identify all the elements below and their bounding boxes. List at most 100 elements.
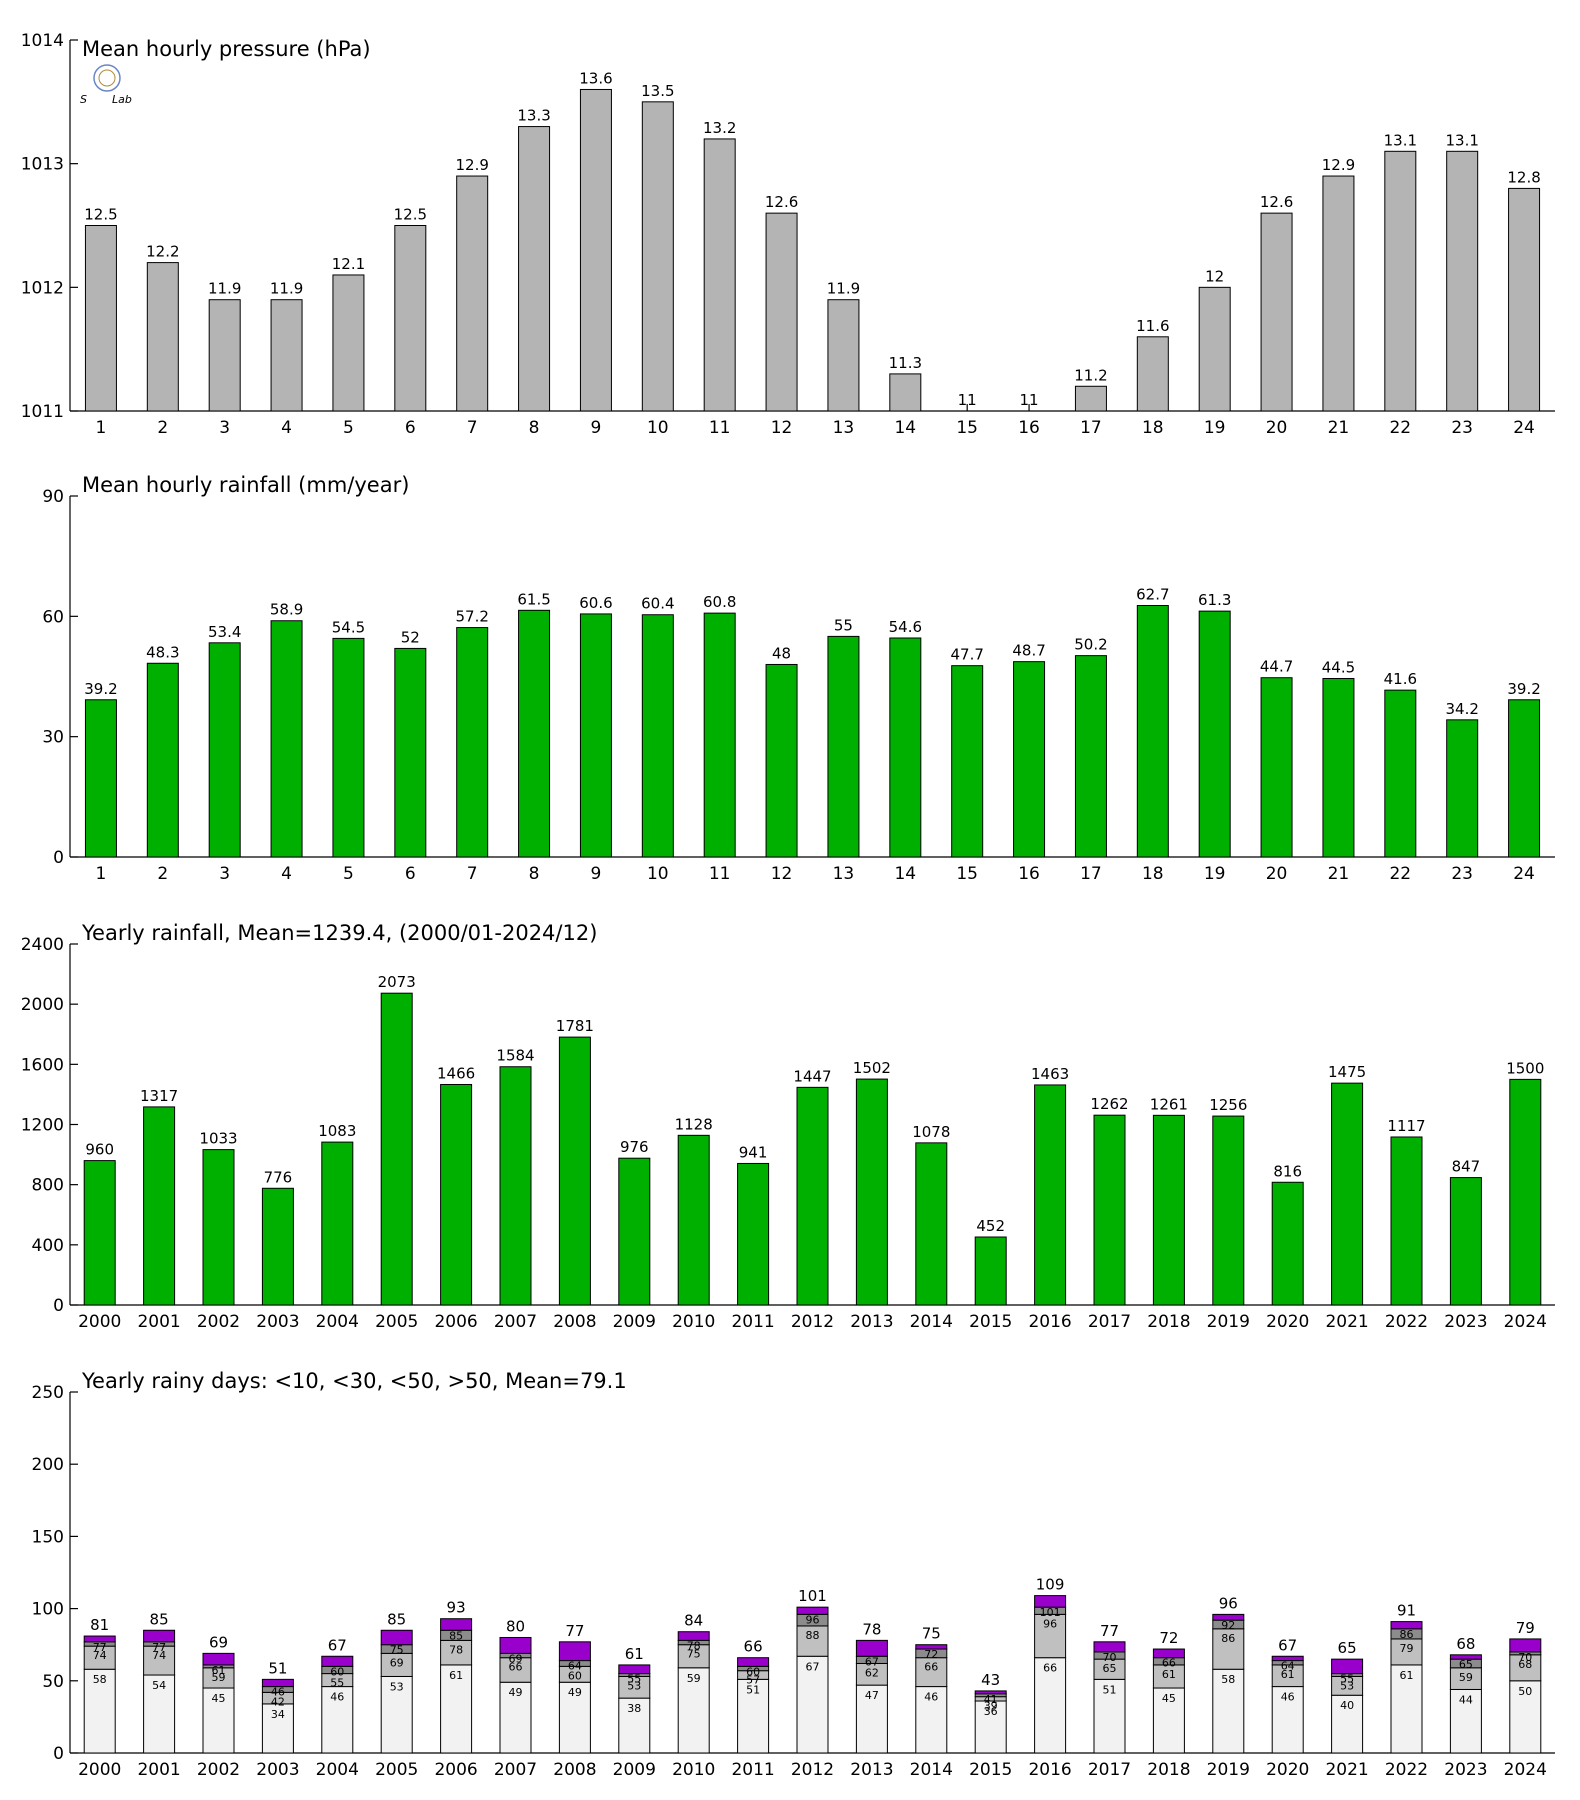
x-tick-label: 2 — [157, 418, 168, 438]
x-tick-label: 2000 — [78, 1312, 121, 1332]
bar-value-label: 12.6 — [765, 193, 798, 211]
pressure-chart-title: Mean hourly pressure (hPa) — [82, 37, 371, 61]
bar-total-label: 43 — [981, 1671, 1000, 1689]
x-tick-label: 11 — [709, 864, 731, 884]
bar — [84, 225, 117, 412]
bar-value-label: 960 — [85, 1141, 114, 1159]
bar-segment-lt10 — [440, 1664, 473, 1754]
bar — [889, 373, 922, 412]
x-tick-label: 21 — [1328, 418, 1350, 438]
bar-value-label: 47.7 — [950, 646, 983, 664]
segment-label-lt10: 46 — [330, 1691, 344, 1704]
bar-segment-gt50 — [321, 1655, 354, 1667]
x-tick-label: 2020 — [1266, 1760, 1309, 1780]
x-tick-label: 16 — [1018, 864, 1040, 884]
segment-label-lt10: 49 — [509, 1686, 523, 1699]
bar — [518, 609, 551, 858]
x-tick-label: 1 — [96, 864, 107, 884]
y-tick-label: 0 — [53, 848, 64, 868]
x-tick-label: 2001 — [137, 1760, 180, 1780]
segment-label-lt10: 40 — [1340, 1699, 1354, 1712]
x-tick-label: 2003 — [256, 1312, 299, 1332]
y-tick-label: 250 — [32, 1383, 64, 1403]
segment-label-lt10: 66 — [1043, 1662, 1057, 1675]
x-tick-label: 9 — [591, 418, 602, 438]
x-tick-label: 13 — [833, 864, 855, 884]
bar-value-label: 60.6 — [579, 594, 612, 612]
bar-value-label: 13.3 — [517, 107, 550, 125]
bar-value-label: 12 — [1205, 267, 1224, 285]
bar-value-label: 11 — [1020, 391, 1039, 409]
bar-value-label: 1078 — [912, 1123, 950, 1141]
x-tick-label: 2021 — [1325, 1760, 1368, 1780]
bar-segment-gt50 — [1331, 1658, 1364, 1675]
bar-segment-gt50 — [915, 1644, 948, 1650]
x-tick-label: 24 — [1513, 864, 1535, 884]
bar — [1446, 150, 1479, 412]
bar-segment-gt50 — [1449, 1654, 1482, 1660]
x-tick-label: 20 — [1266, 418, 1288, 438]
y-tick-label: 100 — [32, 1600, 64, 1620]
bar-value-label: 48 — [772, 644, 791, 662]
bar-segment-gt50 — [143, 1629, 176, 1643]
bar — [1509, 1078, 1542, 1306]
bar — [765, 663, 798, 858]
bar — [677, 1134, 710, 1306]
hourly-rainfall-chart-title: Mean hourly rainfall (mm/year) — [82, 473, 409, 497]
segment-label-lt50: 64 — [1281, 1660, 1295, 1673]
bar — [1198, 286, 1231, 412]
bar-value-label: 11.2 — [1074, 366, 1107, 384]
segment-label-lt10: 45 — [1162, 1692, 1176, 1705]
bar — [270, 299, 303, 412]
y-tick-label: 800 — [32, 1176, 64, 1196]
bar — [146, 262, 179, 412]
bar-value-label: 13.5 — [641, 82, 674, 100]
bar — [1508, 187, 1541, 412]
segment-label-lt30: 75 — [687, 1648, 701, 1661]
bar-total-label: 78 — [862, 1620, 881, 1638]
bar-value-label: 54.6 — [889, 618, 922, 636]
bar-segment-lt10 — [737, 1678, 770, 1754]
x-tick-label: 2008 — [553, 1760, 596, 1780]
bar-segment-gt50 — [440, 1618, 473, 1631]
bar-segment-lt10 — [1449, 1688, 1482, 1754]
segment-label-lt10: 34 — [271, 1708, 285, 1721]
x-tick-label: 13 — [833, 418, 855, 438]
bar-value-label: 13.6 — [579, 69, 612, 87]
segment-label-lt10: 61 — [1400, 1669, 1414, 1682]
y-tick-label: 1600 — [21, 1055, 64, 1075]
bar-value-label: 34.2 — [1445, 700, 1478, 718]
y-tick-label: 1013 — [21, 155, 64, 175]
bar-segment-lt10 — [261, 1703, 294, 1754]
segment-label-lt10: 38 — [627, 1702, 641, 1715]
x-tick-label: 5 — [343, 864, 354, 884]
x-tick-label: 2022 — [1385, 1312, 1428, 1332]
bar-value-label: 48.7 — [1012, 642, 1045, 660]
bar-value-label: 13.1 — [1384, 131, 1417, 149]
bar — [440, 1083, 473, 1306]
bar-value-label: 52 — [401, 628, 420, 646]
bar-segment-gt50 — [796, 1606, 829, 1615]
bar — [1034, 1084, 1067, 1306]
bar — [456, 627, 489, 858]
x-tick-label: 2010 — [672, 1760, 715, 1780]
segment-label-lt50: 72 — [924, 1648, 938, 1661]
bar-value-label: 50.2 — [1074, 636, 1107, 654]
logo: S Lab — [80, 64, 132, 106]
bar-value-label: 44.5 — [1322, 659, 1355, 677]
bar — [143, 1106, 176, 1306]
bar-value-label: 12.5 — [394, 206, 427, 224]
bar — [579, 88, 612, 412]
bar-segment-lt30 — [440, 1639, 473, 1666]
bar-value-label: 1502 — [853, 1059, 891, 1077]
bar-total-label: 85 — [150, 1610, 169, 1628]
x-tick-label: 12 — [771, 864, 793, 884]
segment-label-lt10: 51 — [1103, 1683, 1117, 1696]
segment-label-lt10: 36 — [984, 1705, 998, 1718]
bar-segment-gt50 — [380, 1629, 413, 1646]
bar-total-label: 79 — [1516, 1619, 1535, 1637]
x-tick-label: 8 — [529, 418, 540, 438]
bar-value-label: 816 — [1273, 1162, 1302, 1180]
bar-segment-gt50 — [1509, 1638, 1542, 1653]
segment-label-lt30: 88 — [806, 1629, 820, 1642]
